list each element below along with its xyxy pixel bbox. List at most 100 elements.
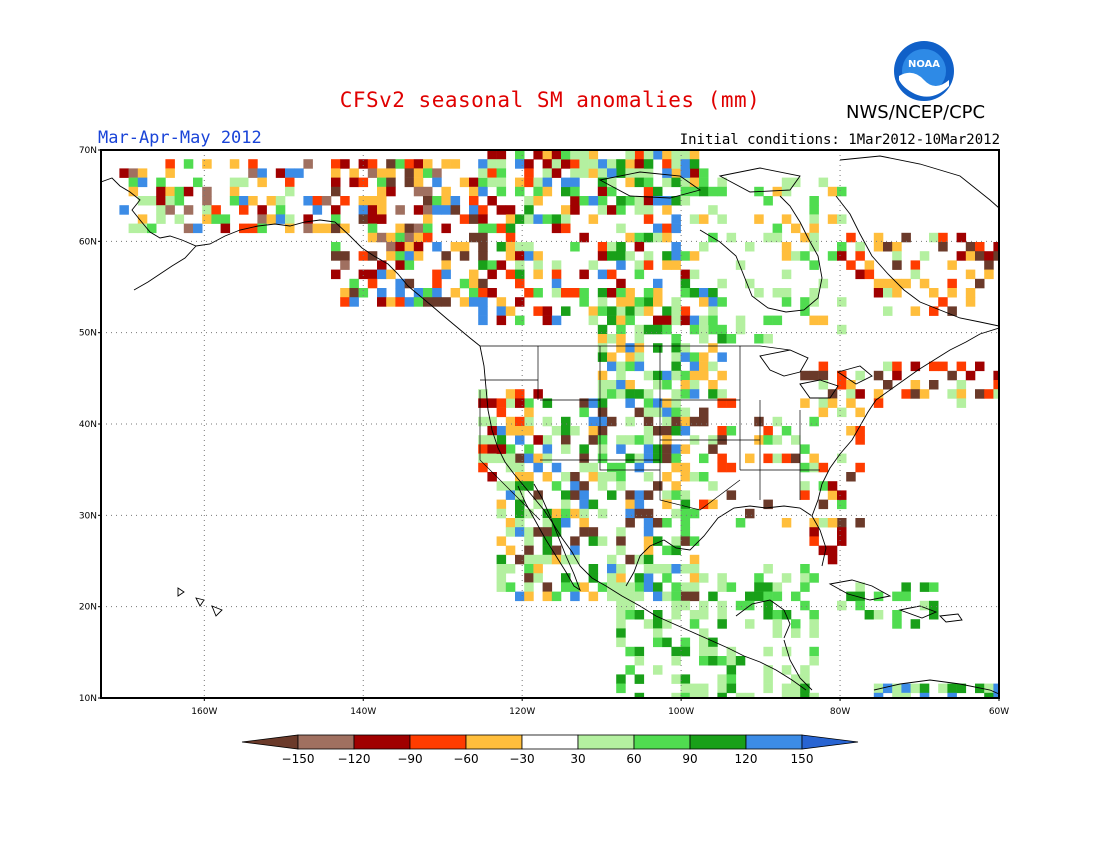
anomaly-cell bbox=[377, 288, 387, 298]
anomaly-cell bbox=[625, 398, 635, 408]
anomaly-cell bbox=[478, 159, 488, 169]
anomaly-cell bbox=[616, 380, 626, 390]
anomaly-cell bbox=[551, 545, 562, 556]
anomaly-cell bbox=[239, 196, 249, 206]
anomaly-cell bbox=[570, 288, 580, 298]
anomaly-cell bbox=[588, 426, 599, 436]
anomaly-cell bbox=[625, 508, 635, 519]
anomaly-cell bbox=[625, 288, 635, 298]
anomaly-cell bbox=[542, 591, 553, 602]
anomaly-cell bbox=[561, 518, 571, 528]
anomaly-cell bbox=[689, 159, 700, 169]
anomaly-cell bbox=[183, 186, 194, 197]
anomaly-cell bbox=[910, 306, 921, 316]
anomaly-cell bbox=[432, 168, 442, 178]
anomaly-cell bbox=[680, 490, 691, 500]
anomaly-cell bbox=[634, 407, 645, 418]
anomaly-cell bbox=[680, 637, 691, 648]
anomaly-cell bbox=[377, 297, 387, 307]
anomaly-cell bbox=[551, 159, 562, 169]
anomaly-cell bbox=[505, 545, 516, 556]
anomaly-cell bbox=[432, 288, 442, 298]
anomaly-cell bbox=[386, 168, 396, 178]
legend-swatch bbox=[745, 734, 803, 750]
anomaly-cell bbox=[662, 545, 672, 556]
anomaly-cell bbox=[699, 499, 709, 510]
anomaly-cell bbox=[524, 554, 534, 565]
anomaly-cell bbox=[505, 416, 516, 427]
anomaly-cell bbox=[929, 610, 939, 620]
anomaly-cell bbox=[699, 573, 709, 583]
anomaly-cell bbox=[607, 416, 617, 427]
anomaly-cell bbox=[312, 205, 323, 215]
anomaly-cell bbox=[643, 435, 654, 445]
anomaly-cell bbox=[331, 242, 341, 252]
anomaly-cell bbox=[772, 223, 783, 234]
anomaly-cell bbox=[505, 251, 516, 261]
anomaly-cell bbox=[680, 389, 691, 399]
anomaly-cell bbox=[984, 683, 994, 694]
anomaly-cell bbox=[800, 573, 810, 583]
anomaly-cell bbox=[745, 242, 755, 252]
anomaly-cell bbox=[505, 462, 516, 473]
anomaly-cell bbox=[662, 177, 672, 188]
lon-tick-label: 80W bbox=[830, 707, 850, 717]
anomaly-cell bbox=[515, 278, 525, 289]
anomaly-cell bbox=[809, 692, 819, 698]
anomaly-cell bbox=[717, 573, 727, 583]
anomaly-cell bbox=[551, 288, 562, 298]
anomaly-cell bbox=[892, 260, 902, 270]
anomaly-cell bbox=[800, 683, 810, 694]
anomaly-cell bbox=[616, 315, 626, 326]
anomaly-cell bbox=[515, 453, 525, 464]
anomaly-cell bbox=[487, 196, 497, 206]
anomaly-cell bbox=[469, 278, 479, 289]
anomaly-cell bbox=[459, 177, 470, 188]
lon-tick-label: 140W bbox=[350, 707, 376, 717]
lat-tick-label: 70N bbox=[79, 146, 97, 156]
anomaly-cell bbox=[883, 380, 893, 390]
anomaly-cell bbox=[671, 177, 681, 188]
anomaly-cell bbox=[285, 223, 295, 234]
anomaly-cell bbox=[634, 453, 645, 464]
anomaly-cell bbox=[873, 232, 884, 243]
lat-tick-label: 40N bbox=[79, 420, 97, 430]
anomaly-cell bbox=[634, 306, 645, 316]
anomaly-cell bbox=[413, 159, 424, 169]
anomaly-cell bbox=[653, 324, 663, 335]
anomaly-cell bbox=[533, 150, 543, 160]
anomaly-cell bbox=[634, 150, 645, 160]
anomaly-cell bbox=[680, 278, 691, 289]
anomaly-cell bbox=[910, 361, 921, 372]
anomaly-cell bbox=[505, 426, 516, 436]
anomaly-cell bbox=[892, 288, 902, 298]
anomaly-cell bbox=[772, 186, 783, 197]
anomaly-cell bbox=[294, 168, 304, 178]
anomaly-cell bbox=[579, 168, 589, 178]
anomaly-cell bbox=[616, 324, 626, 335]
anomaly-cell bbox=[671, 297, 681, 307]
anomaly-cell bbox=[625, 196, 635, 206]
anomaly-cell bbox=[404, 223, 415, 234]
anomaly-cell bbox=[708, 205, 718, 215]
anomaly-cell bbox=[662, 223, 672, 234]
anomaly-cell bbox=[561, 223, 571, 234]
legend-swatch bbox=[577, 734, 635, 750]
anomaly-cell bbox=[671, 196, 681, 206]
anomaly-cell bbox=[726, 490, 737, 500]
anomaly-cell bbox=[551, 518, 562, 528]
anomaly-cell bbox=[680, 536, 691, 546]
anomaly-cell bbox=[643, 186, 654, 197]
anomaly-cell bbox=[432, 269, 442, 280]
anomaly-cell bbox=[496, 260, 507, 270]
anomaly-cell bbox=[855, 407, 865, 418]
anomaly-cell bbox=[542, 508, 553, 519]
legend-label: 60 bbox=[626, 752, 641, 766]
anomaly-cell bbox=[699, 214, 709, 224]
anomaly-cell bbox=[662, 573, 672, 583]
anomaly-cell bbox=[432, 278, 442, 289]
anomaly-cell bbox=[377, 260, 387, 270]
anomaly-cell bbox=[551, 278, 562, 289]
anomaly-cell bbox=[561, 444, 571, 454]
anomaly-cell bbox=[239, 177, 249, 188]
